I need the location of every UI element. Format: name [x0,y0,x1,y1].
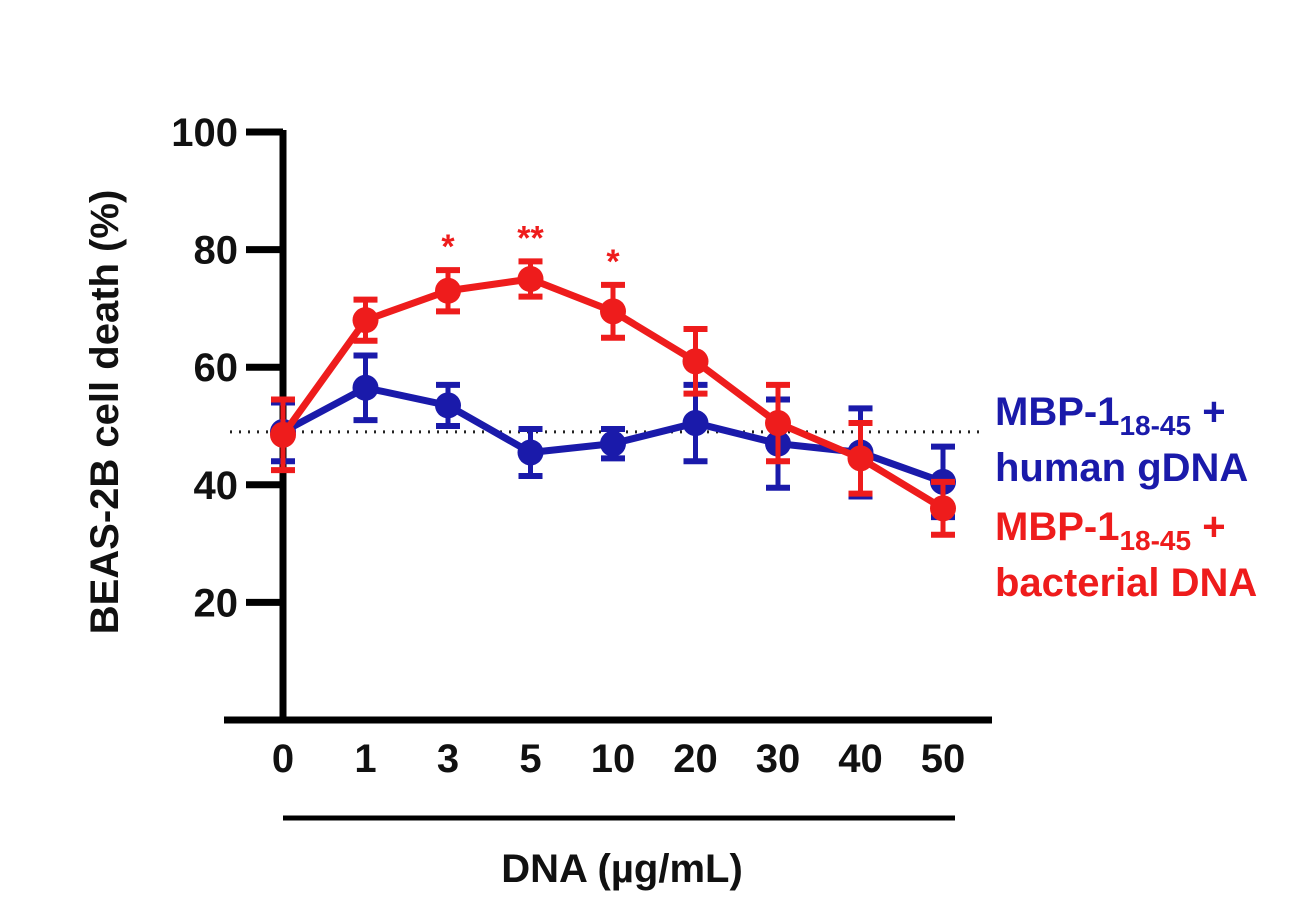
x-axis-ticks: 0 1 3 5 10 20 30 40 50 [272,737,965,781]
data-point [847,445,874,472]
legend: MBP-118-45 + human gDNA MBP-118-45 + bacter… [995,390,1257,605]
y-tick-label: 40 [194,464,239,508]
legend-entry-2-line1: MBP-118-45 + [995,505,1226,556]
y-tick-label: 80 [194,229,239,273]
data-point [930,495,956,522]
x-tick-label: 0 [272,737,294,781]
significance-annotations: * *** [441,219,620,281]
significance-mark: * [606,243,620,281]
data-point [682,410,709,437]
series-2 [270,258,956,538]
y-axis-ticks: 20 40 60 80 100 [171,111,283,625]
x-tick-label: 1 [354,737,376,781]
y-tick-label: 100 [171,111,238,155]
data-point [435,392,461,419]
data-point [600,298,626,325]
legend-entry-1-line2: human gDNA [995,446,1248,490]
data-point [517,266,544,292]
y-tick-label: 20 [194,581,239,625]
y-tick-label: 60 [194,346,239,390]
x-tick-label: 40 [838,737,883,781]
significance-mark: ** [517,219,544,257]
data-point [352,374,379,401]
data-point [600,430,626,457]
data-point [517,439,544,466]
x-axis-title: DNA (µg/mL) [501,847,743,891]
data-point [435,277,461,304]
data-point [352,307,379,334]
data-point [270,421,296,448]
x-tick-label: 50 [921,737,966,781]
series-layer [270,258,956,538]
significance-mark: * [441,228,455,266]
y-axis-title: BEAS-2B cell death (%) [83,190,127,635]
data-point [682,348,709,375]
x-tick-label: 5 [519,737,541,781]
x-tick-label: 20 [673,737,718,781]
legend-entry-2-line2: bacterial DNA [995,561,1257,605]
legend-entry-1-line1: MBP-118-45 + [995,390,1226,441]
x-tick-label: 10 [591,737,636,781]
x-tick-label: 30 [756,737,801,781]
x-tick-label: 3 [437,737,459,781]
data-point [765,410,791,437]
